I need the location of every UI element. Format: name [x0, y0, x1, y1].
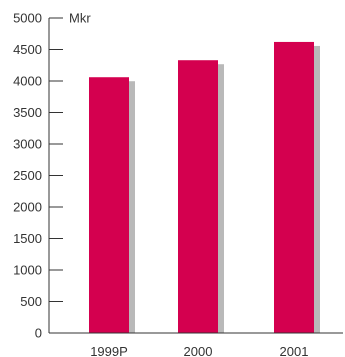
- bar: [89, 77, 129, 333]
- y-tick-label: 500: [20, 294, 42, 309]
- x-tick-label: 1999P: [90, 344, 128, 357]
- bar: [178, 60, 218, 334]
- y-tick-label: 4000: [13, 74, 42, 89]
- y-tick-label: 3000: [13, 137, 42, 152]
- y-tick-label: 0: [35, 326, 42, 341]
- y-tick-label: 1500: [13, 231, 42, 246]
- x-tick-label: 2000: [184, 344, 213, 357]
- x-tick-label: 2001: [280, 344, 309, 357]
- y-tick-label: 3500: [13, 105, 42, 120]
- y-tick-label: 2000: [13, 200, 42, 215]
- y-tick-label: 2500: [13, 168, 42, 183]
- y-axis: 0 500 1000 1500 2000 2500 3000 3500 4000 4500 5000: [13, 11, 63, 341]
- bar: [274, 41, 314, 333]
- y-tick-label: 5000: [13, 11, 42, 26]
- x-axis: 1999P 2000 2001: [49, 332, 343, 357]
- y-tick-label: 1000: [13, 263, 42, 278]
- bars: [89, 41, 320, 334]
- unit-label: Mkr: [69, 11, 91, 26]
- y-tick-label: 4500: [13, 42, 42, 57]
